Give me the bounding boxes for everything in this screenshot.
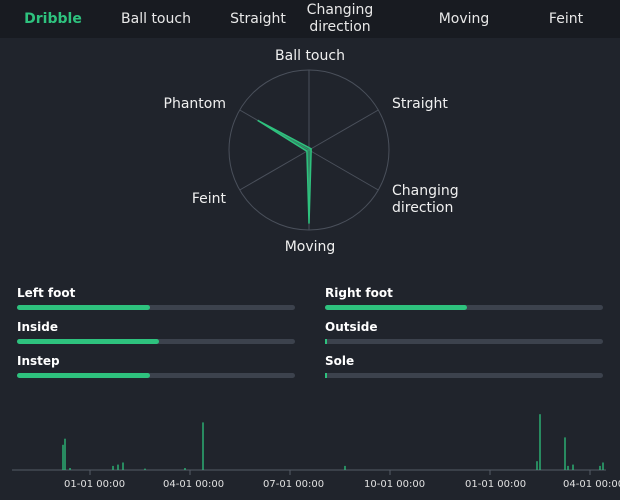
bar-fill <box>17 305 151 310</box>
timeline-tick-label: 10-01 00:00 <box>364 479 426 490</box>
tab-feint[interactable]: Feint <box>548 10 584 27</box>
bar-inside: Inside <box>17 319 295 344</box>
bar-outside: Outside <box>325 319 603 344</box>
bar-track <box>17 339 295 344</box>
tab-moving[interactable]: Moving <box>438 10 490 27</box>
timeline-tick-label: 01-01 00:00 <box>64 479 126 490</box>
timeline-tick-label: 07-01 00:00 <box>263 479 325 490</box>
timeline-tick-label: 01-01 00:00 <box>465 479 527 490</box>
tab-changing-direction[interactable]: Changing direction <box>306 2 374 35</box>
bar-label: Left foot <box>17 286 76 300</box>
bar-label: Inside <box>17 320 58 334</box>
timeline-tick-label: 04-01 00:00 <box>563 479 620 490</box>
tab-bar: Dribble Ball touch Straight Changing dir… <box>0 0 620 38</box>
bar-track <box>325 373 603 378</box>
radar-label-moving: Moving <box>284 239 336 255</box>
bar-track <box>17 373 295 378</box>
radar-label-feint: Feint <box>191 191 226 207</box>
radar-chart <box>228 69 390 231</box>
bar-fill <box>17 373 151 378</box>
bar-fill <box>17 339 159 344</box>
bar-track <box>325 305 603 310</box>
bar-label: Sole <box>325 354 355 368</box>
radar-spoke <box>239 149 310 191</box>
bar-fill <box>325 339 327 344</box>
bar-label: Instep <box>17 354 60 368</box>
bar-label: Right foot <box>325 286 393 300</box>
bar-right-foot: Right foot <box>325 285 603 310</box>
radar-data-polygon <box>257 119 312 224</box>
tab-ball-touch[interactable]: Ball touch <box>121 10 191 27</box>
bar-fill <box>325 373 327 378</box>
radar-label-ball-touch: Ball touch <box>275 48 345 64</box>
bar-label: Outside <box>325 320 378 334</box>
radar-label-changing-direction: Changing direction <box>392 183 459 216</box>
bar-instep: Instep <box>17 353 295 378</box>
radar-spoke <box>308 109 379 151</box>
radar-label-phantom: Phantom <box>163 96 226 112</box>
timeline-tick-label: 04-01 00:00 <box>163 479 225 490</box>
bar-left-foot: Left foot <box>17 285 295 310</box>
bar-sole: Sole <box>325 353 603 378</box>
radar-label-straight: Straight <box>392 96 448 112</box>
radar-spoke <box>308 149 379 191</box>
bar-fill <box>325 305 467 310</box>
tab-straight[interactable]: Straight <box>230 10 286 27</box>
bar-track <box>17 305 295 310</box>
timeline-chart <box>12 414 606 475</box>
tab-dribble[interactable]: Dribble <box>24 10 82 27</box>
bar-track <box>325 339 603 344</box>
